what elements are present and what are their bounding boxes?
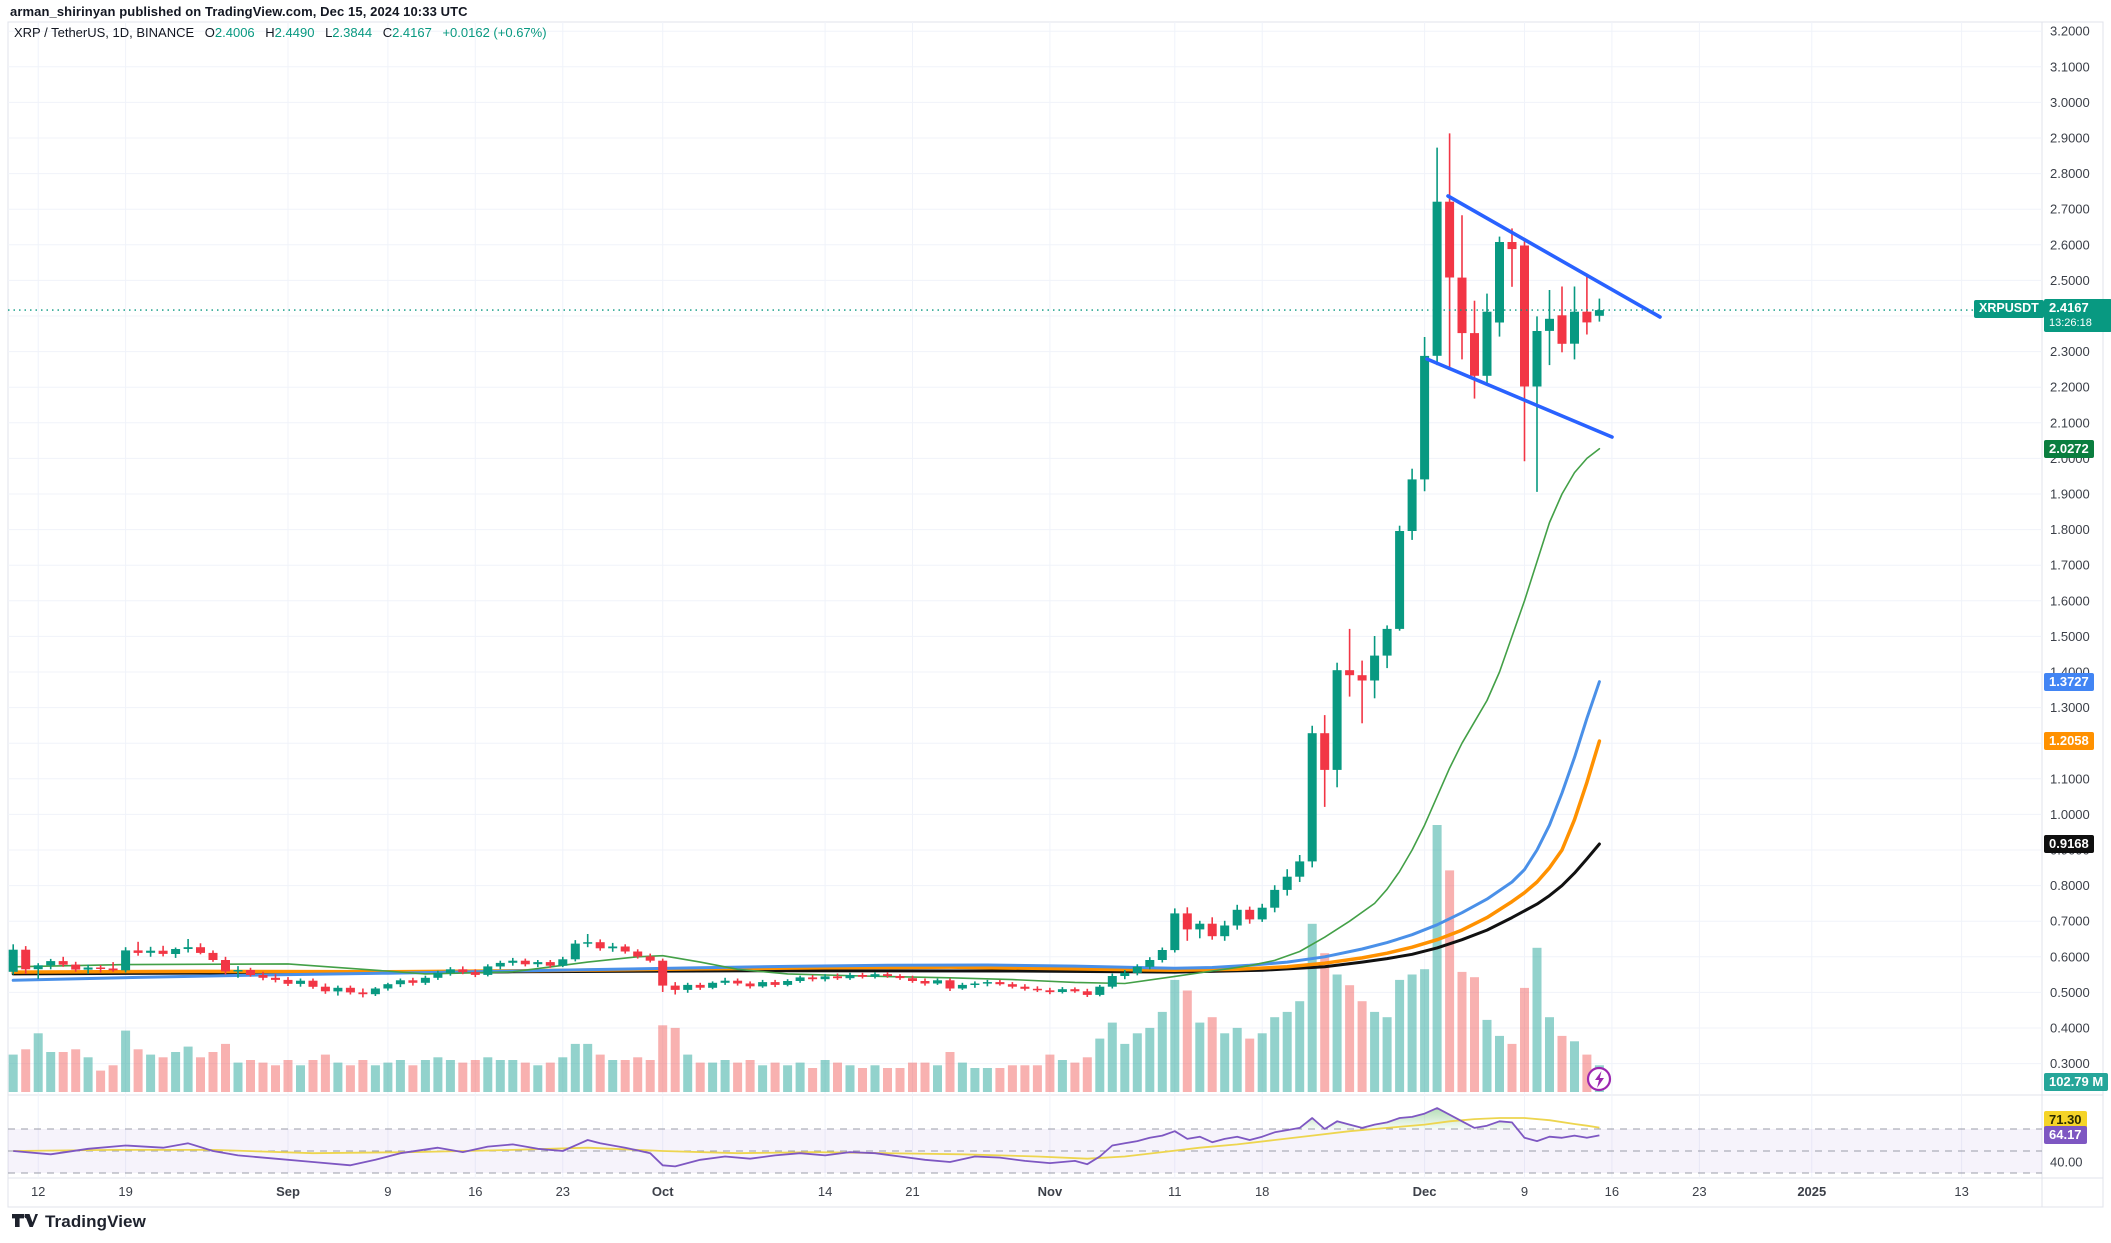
time-tick-label: 23: [556, 1184, 570, 1199]
time-tick-label: Dec: [1413, 1184, 1437, 1199]
price-tick-label: 1.0000: [2050, 807, 2090, 822]
low-value: 2.3844: [332, 25, 373, 40]
time-tick-label: Nov: [1038, 1184, 1063, 1199]
ma-black-badge: 0.9168: [2044, 835, 2094, 854]
price-tick-label: 0.3000: [2050, 1056, 2090, 1071]
tradingview-wordmark: TradingView: [45, 1212, 146, 1231]
price-tick-label: 2.8000: [2050, 166, 2090, 181]
time-tick-label: 2025: [1797, 1184, 1826, 1199]
price-tick-label: 1.9000: [2050, 487, 2090, 502]
price-tick-label: 1.1000: [2050, 771, 2090, 786]
ma-blue-badge: 1.3727: [2044, 672, 2094, 691]
rsi-ma-line: [13, 1117, 1600, 1160]
time-tick-label: 16: [1605, 1184, 1619, 1199]
volume-badge: 102.79 M: [2044, 1073, 2109, 1091]
rsi-axis-label: 40.00: [2050, 1155, 2083, 1170]
attribution-text: arman_shirinyan published on TradingView…: [10, 4, 468, 19]
price-tick-label: 2.3000: [2050, 344, 2090, 359]
price-tick-label: 2.1000: [2050, 415, 2090, 430]
price-tick-label: 0.5000: [2050, 985, 2090, 1000]
close-value: 2.4167: [392, 25, 432, 40]
price-tick-label: 1.8000: [2050, 522, 2090, 537]
price-tick-label: 2.9000: [2050, 131, 2090, 146]
time-tick-label: 9: [1521, 1184, 1528, 1199]
time-tick-label: 9: [384, 1184, 391, 1199]
ma-green-badge: 2.0272: [2044, 439, 2094, 458]
trendline-lower-wedge[interactable]: [1425, 357, 1614, 439]
high-value: 2.4490: [274, 25, 315, 40]
high-label: H: [265, 25, 275, 40]
open-label: O: [204, 25, 215, 40]
time-tick-label: 13: [1954, 1184, 1968, 1199]
price-tick-label: 2.5000: [2050, 273, 2090, 288]
rsi-badge: 64.17: [2044, 1126, 2087, 1144]
time-tick-label: 23: [1692, 1184, 1706, 1199]
price-tick-label: 0.8000: [2050, 878, 2090, 893]
symbol-title[interactable]: XRP / TetherUS, 1D, BINANCE: [14, 25, 195, 40]
time-tick-label: 21: [905, 1184, 919, 1199]
price-tick-label: 3.1000: [2050, 59, 2090, 74]
grid: [8, 22, 2042, 1178]
price-tick-label: 1.6000: [2050, 593, 2090, 608]
price-tick-label: 0.7000: [2050, 914, 2090, 929]
price-tick-label: 0.6000: [2050, 949, 2090, 964]
time-axis[interactable]: 12 19 Sep 9 16 23 Oct 14 21 Nov 11 18 Dec 9 16 23 2025 13: [31, 1184, 1969, 1199]
rsi-ma-badge: 71.30: [2044, 1111, 2087, 1129]
time-tick-label: 19: [118, 1184, 132, 1199]
price-tick-label: 3.0000: [2050, 95, 2090, 110]
price-tick-label: 0.4000: [2050, 1021, 2090, 1036]
ma-black-line: [11, 842, 1601, 976]
time-tick-label: 12: [31, 1184, 45, 1199]
last-price-badge: 2.4167 13:26:18: [2044, 299, 2111, 333]
price-tick-label: 1.3000: [2050, 700, 2090, 715]
price-tick-label: 1.5000: [2050, 629, 2090, 644]
realtime-icon[interactable]: [1586, 1066, 1612, 1092]
time-tick-label: 16: [468, 1184, 482, 1199]
time-tick-label: 18: [1255, 1184, 1269, 1199]
change-value: +0.0162 (+0.67%): [442, 25, 547, 40]
volume-bars: [8, 825, 1604, 1093]
rsi-pane: [8, 1107, 2042, 1174]
trendline-upper-wedge[interactable]: [1446, 194, 1662, 319]
price-tick-label: 3.2000: [2050, 24, 2090, 39]
price-tick-label: 2.6000: [2050, 237, 2090, 252]
time-tick-label: Oct: [652, 1184, 674, 1199]
rsi-line: [13, 1107, 1600, 1168]
symbol-marker-badge: XRPUSDT: [1974, 300, 2044, 319]
time-tick-label: 11: [1168, 1184, 1182, 1199]
symbol-legend[interactable]: XRP / TetherUS, 1D, BINANCE O2.4006 H2.4…: [14, 25, 547, 40]
price-tick-label: 2.7000: [2050, 202, 2090, 217]
price-tick-label: 1.7000: [2050, 558, 2090, 573]
price-tick-label: 2.2000: [2050, 380, 2090, 395]
low-label: L: [325, 25, 333, 40]
ma-blue-line: [11, 680, 1601, 982]
tradingview-logo-icon: [12, 1214, 38, 1227]
close-label: C: [382, 25, 393, 40]
ma-orange-badge: 1.2058: [2044, 732, 2094, 751]
time-tick-label: 14: [818, 1184, 832, 1199]
tradingview-logo[interactable]: TradingView: [12, 1212, 146, 1232]
open-value: 2.4006: [214, 25, 255, 40]
candlesticks: [8, 133, 1604, 998]
time-tick-label: Sep: [276, 1184, 300, 1199]
chart-frame: [7, 21, 2104, 1208]
